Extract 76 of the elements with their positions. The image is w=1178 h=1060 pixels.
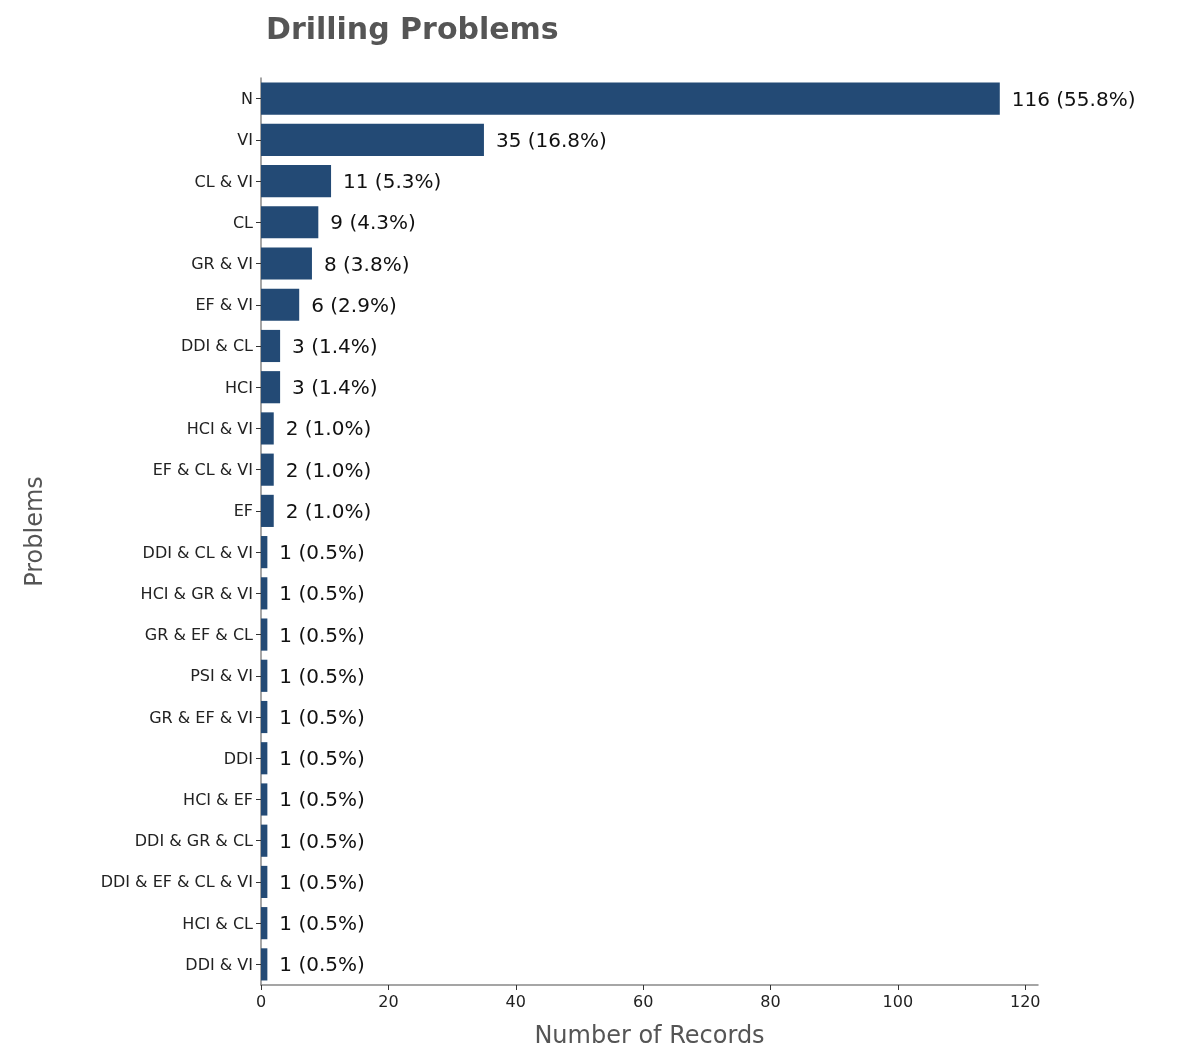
x-tick-label: 100: [882, 991, 914, 1011]
x-tick-label: 60: [632, 991, 654, 1011]
y-tick-label: DDI & CL: [180, 336, 254, 356]
bar: [261, 82, 1000, 115]
chart-title: Drilling Problems: [266, 10, 559, 46]
x-tick-label: 120: [1009, 991, 1041, 1011]
y-tick-label: DDI & GR & CL: [134, 831, 254, 851]
bar: [261, 453, 274, 486]
y-tick-label: GR & VI: [191, 254, 253, 274]
bar: [261, 206, 319, 239]
y-tick-label: DDI & CL & VI: [142, 542, 253, 562]
data-label: 1 (0.5%): [279, 911, 365, 936]
y-tick-label: HCI & GR & VI: [140, 583, 253, 603]
bar: [261, 536, 268, 569]
data-label: 1 (0.5%): [279, 746, 365, 771]
bar: [261, 329, 281, 363]
data-label: 2 (1.0%): [285, 457, 372, 482]
data-label: 116 (55.8%): [1011, 86, 1136, 111]
y-tick-label: CL: [232, 212, 254, 232]
bar: [261, 412, 274, 445]
data-label: 8 (3.8%): [323, 251, 410, 276]
data-label: 35 (16.8%): [495, 127, 607, 152]
y-tick-label: N: [241, 89, 253, 109]
data-label: 9 (4.3%): [330, 210, 416, 235]
y-tick-label: GR & EF & VI: [149, 707, 253, 727]
bar: [261, 247, 312, 280]
y-tick-label: EF: [233, 501, 253, 521]
bar: [261, 700, 268, 734]
y-tick-label: DDI & EF & CL & VI: [100, 872, 253, 892]
data-label: 1 (0.5%): [279, 540, 365, 565]
data-label: 3 (1.4%): [292, 333, 378, 358]
bar: [261, 577, 268, 610]
x-axis-title: Number of Records: [534, 1021, 765, 1049]
bar: [261, 865, 268, 899]
data-label: 1 (0.5%): [279, 705, 365, 730]
bar: [261, 288, 300, 321]
data-label: 1 (0.5%): [279, 787, 365, 812]
data-label: 1 (0.5%): [279, 869, 365, 894]
data-label: 1 (0.5%): [279, 663, 365, 688]
data-label: 11 (5.3%): [343, 169, 442, 194]
x-tick-label: 40: [505, 991, 526, 1011]
data-label: 2 (1.0%): [285, 416, 372, 441]
data-label: 2 (1.0%): [285, 498, 372, 523]
x-tick-label: 80: [760, 991, 781, 1011]
bar: [261, 948, 268, 981]
y-tick-label: PSI & VI: [190, 666, 253, 686]
y-tick-label: DDI: [223, 748, 253, 768]
x-tick-label: 20: [378, 991, 399, 1011]
y-tick-label: EF & CL & VI: [152, 460, 253, 480]
x-tick-label: 0: [255, 991, 267, 1011]
data-label: 3 (1.4%): [292, 375, 378, 400]
bar: [261, 907, 268, 940]
bar: [261, 659, 268, 692]
data-label: 1 (0.5%): [279, 581, 365, 606]
y-tick-label: HCI & EF: [183, 789, 253, 809]
y-tick-label: HCI: [225, 377, 253, 397]
bar: [261, 494, 274, 527]
bar: [261, 164, 332, 198]
y-tick-label: VI: [237, 130, 253, 150]
data-label: 1 (0.5%): [279, 622, 365, 647]
data-label: 6 (2.9%): [311, 292, 397, 317]
bar: [261, 783, 268, 816]
y-tick-label: DDI & VI: [185, 954, 253, 974]
bar: [261, 618, 268, 651]
data-label: 1 (0.5%): [279, 952, 365, 977]
bar: [261, 824, 268, 857]
y-tick-label: CL & VI: [194, 171, 253, 191]
y-tick-label: EF & VI: [195, 295, 253, 315]
y-tick-label: HCI & CL: [182, 913, 254, 933]
bar: [261, 123, 484, 156]
bar: [261, 742, 268, 775]
y-axis-title: Problems: [20, 476, 48, 587]
y-tick-label: HCI & VI: [186, 418, 253, 438]
bar: [261, 371, 281, 404]
data-label: 1 (0.5%): [279, 828, 365, 853]
y-tick-label: GR & EF & CL: [144, 625, 254, 645]
